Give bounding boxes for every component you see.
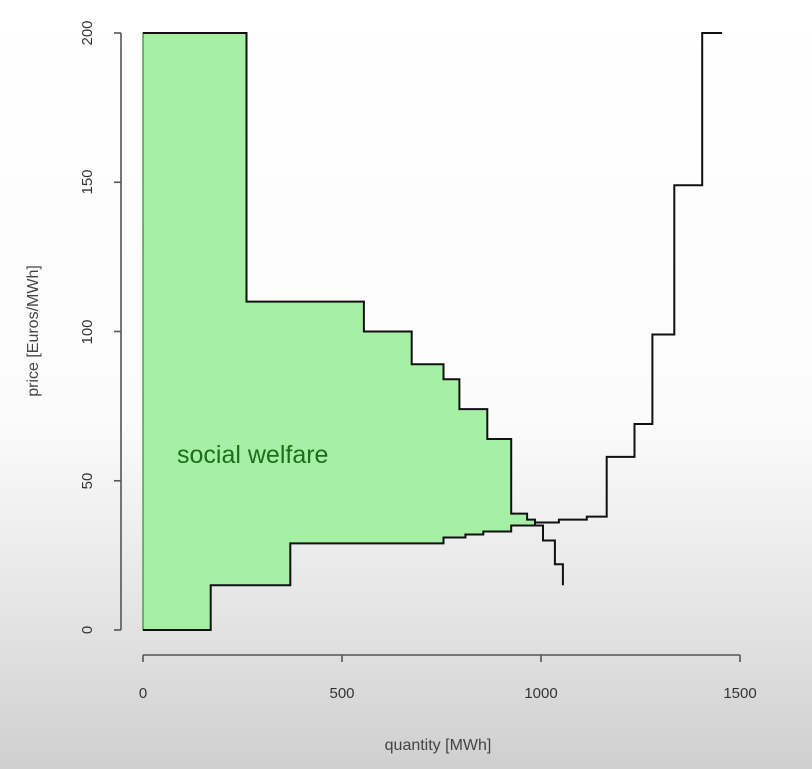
y-tick-label-50: 50 [79,473,96,490]
y-tick-label-0: 0 [79,626,96,634]
y-axis-title: price [Euros/MWh] [25,265,42,397]
supply-curve [143,32,723,631]
y-tick-label-150: 150 [79,169,96,194]
x-tick-label-1500: 1500 [723,685,756,702]
demand-curve [143,32,564,586]
y-tick-label-100: 100 [79,319,96,344]
x-tick-label-1000: 1000 [524,685,557,702]
x-tick-label-500: 500 [329,685,354,702]
social-welfare-area [142,32,536,631]
plot-area [142,32,723,631]
y-tick-label-200: 200 [79,20,96,45]
x-tick-label-0: 0 [139,685,147,702]
social-welfare-label: social welfare [177,441,328,469]
x-axis-title: quantity [MWh] [385,737,492,754]
axes [114,32,741,662]
